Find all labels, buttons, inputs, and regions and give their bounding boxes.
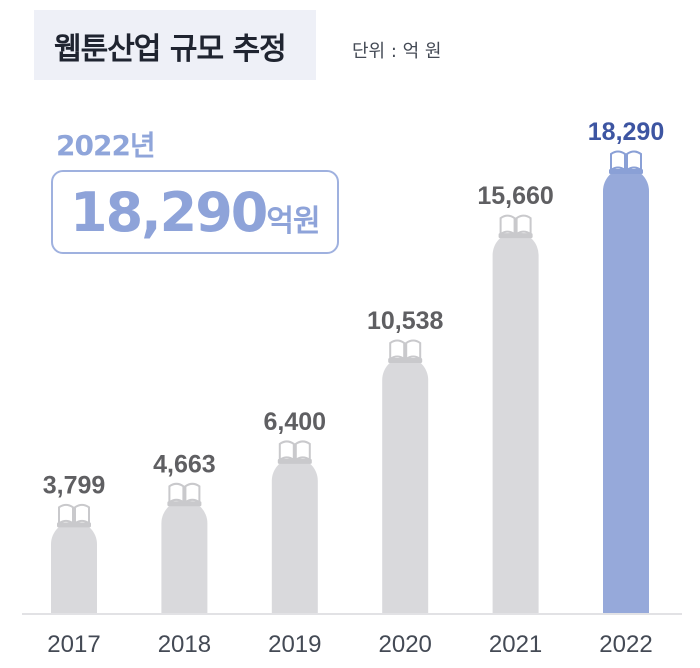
year-label-2019: 2019 [268, 631, 321, 658]
open-book-icon [167, 482, 202, 507]
bar-2017 [51, 521, 97, 614]
open-book-icon [609, 150, 643, 174]
year-label-2022: 2022 [599, 631, 652, 658]
year-label-2018: 2018 [158, 631, 211, 658]
highlight-value: 18,290 [70, 181, 268, 244]
highlight-year: 2022년 [56, 129, 156, 162]
year-label-2020: 2020 [379, 631, 432, 658]
year-label-2021: 2021 [489, 631, 542, 658]
bar-2019 [271, 457, 318, 614]
value-label-2019: 6,400 [264, 408, 327, 436]
open-book-icon [277, 440, 312, 464]
value-label-2017: 3,799 [43, 471, 106, 499]
chart-title: 웹툰산업 규모 추정 [54, 32, 287, 67]
value-label-2018: 4,663 [153, 450, 216, 478]
value-label-2022: 18,290 [588, 118, 664, 146]
bar-2020 [382, 357, 429, 614]
open-book-icon [388, 339, 423, 364]
bar-2021 [492, 232, 539, 615]
bar-2018 [161, 500, 208, 614]
highlight-value-wrap: 18,290억원 [70, 181, 321, 252]
open-book-icon [57, 503, 91, 528]
unit-label: 단위 : 억 원 [352, 41, 442, 62]
value-label-2021: 15,660 [477, 182, 553, 210]
year-label-2017: 2017 [47, 631, 100, 658]
highlight-box [51, 170, 339, 254]
title-box [34, 10, 316, 80]
value-label-2020: 10,538 [367, 307, 444, 335]
highlight-unit: 억원 [266, 204, 320, 239]
open-book-icon [498, 214, 533, 239]
bar-2022 [603, 168, 649, 614]
